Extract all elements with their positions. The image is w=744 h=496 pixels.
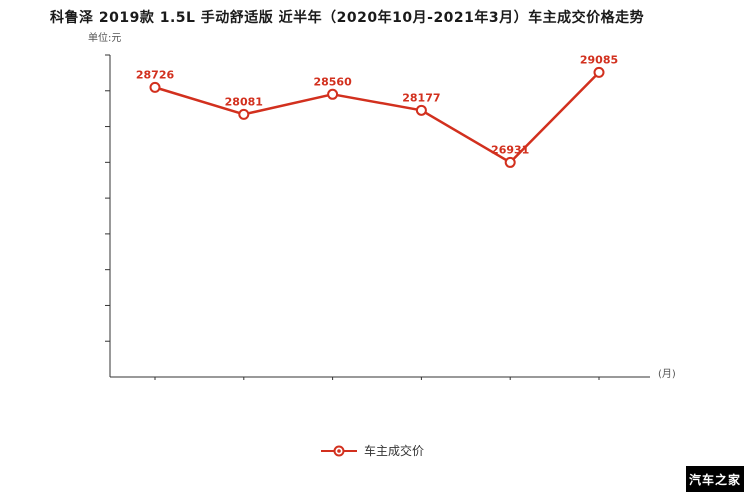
data-point-label: 29085 — [580, 53, 618, 66]
data-point-label: 28081 — [225, 95, 263, 108]
legend: 车主成交价 — [0, 442, 744, 459]
data-point — [327, 88, 339, 100]
data-point — [149, 81, 161, 93]
data-point-label: 28726 — [136, 68, 175, 81]
legend-item-label: 车主成交价 — [363, 444, 424, 458]
data-point — [593, 66, 605, 78]
data-point-label: 28177 — [402, 91, 440, 104]
autohome-watermark: 汽车之家 — [686, 466, 744, 492]
data-point-label: 28560 — [313, 75, 352, 88]
x-axis-label: (月) — [658, 369, 676, 380]
price-series-line — [154, 71, 600, 164]
chart-title: 科鲁泽 2019款 1.5L 手动舒适版 近半年（2020年10月-2021年3… — [50, 10, 645, 26]
y-axis-unit-label: 单位:元 — [88, 33, 122, 44]
data-point — [415, 104, 427, 116]
data-point — [504, 156, 516, 168]
autohome-watermark-text: 汽车之家 — [688, 472, 741, 487]
legend-line-marker-icon — [320, 445, 357, 456]
data-point — [238, 108, 250, 120]
data-point-label: 26931 — [491, 143, 529, 156]
